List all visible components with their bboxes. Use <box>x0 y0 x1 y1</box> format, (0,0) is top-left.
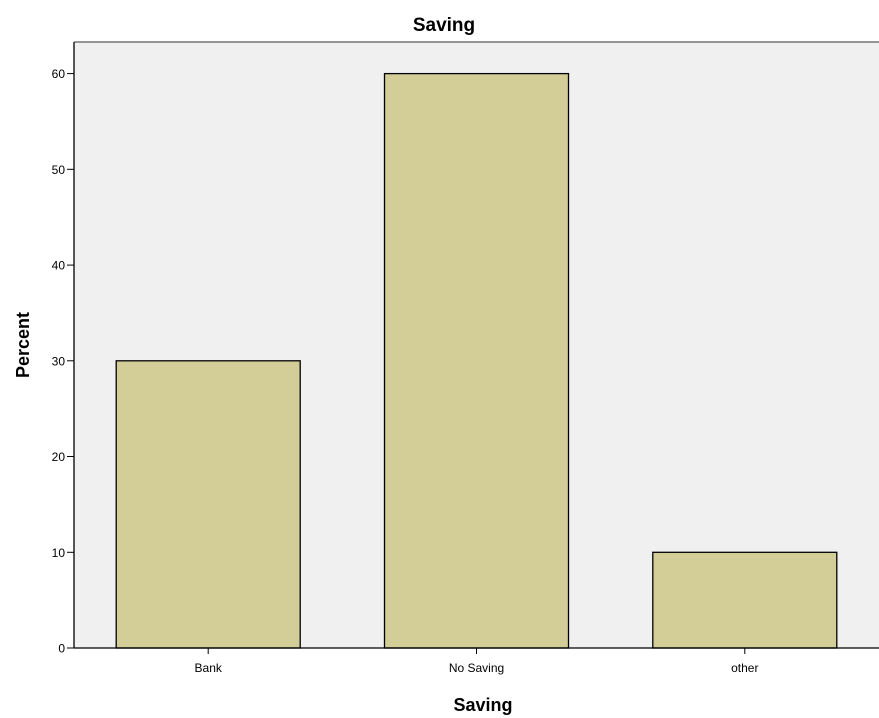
y-tick-label: 0 <box>58 642 65 656</box>
y-tick-label: 10 <box>52 546 66 560</box>
y-axis-label: Percent <box>13 312 33 378</box>
y-tick-label: 30 <box>52 354 66 368</box>
y-tick-label: 40 <box>52 259 66 273</box>
y-tick-label: 50 <box>52 163 66 177</box>
bar-other <box>652 551 838 649</box>
bars-group <box>115 72 838 649</box>
x-axis-ticks: Bank No Saving other <box>195 648 758 675</box>
y-tick-label: 20 <box>52 450 66 464</box>
x-tick-label: other <box>731 661 758 675</box>
x-axis-label: Saving <box>453 695 512 715</box>
bar-no-saving <box>383 72 570 649</box>
bar-bank <box>115 360 301 649</box>
y-tick-label: 60 <box>52 67 66 81</box>
chart-title: Saving <box>413 15 475 36</box>
y-axis-ticks: 0 10 20 30 40 50 60 <box>52 67 74 656</box>
x-tick-label: Bank <box>195 661 223 675</box>
x-tick-label: No Saving <box>449 661 504 675</box>
